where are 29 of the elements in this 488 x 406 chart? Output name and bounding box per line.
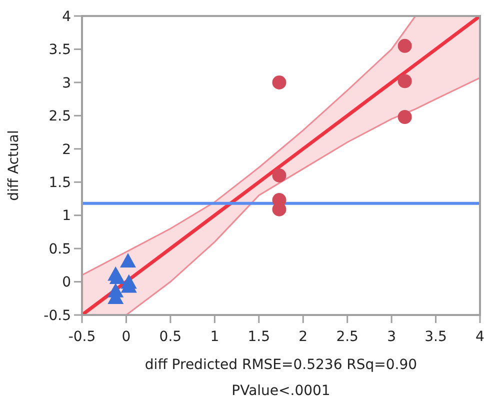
y-tick-label: 1 <box>62 208 71 224</box>
y-axis-title: diff Actual <box>6 130 22 201</box>
y-tick-label: 0.5 <box>48 241 71 258</box>
y-tick-label: 2 <box>62 142 71 158</box>
x-tick-label: 2.5 <box>336 329 358 345</box>
x-tick-label: 3.5 <box>424 329 447 345</box>
x-axis-title: diff Predicted RMSE=0.5236 RSq=0.90 <box>144 357 418 373</box>
y-tick-label: 3.5 <box>48 42 71 58</box>
point <box>398 38 412 53</box>
point <box>272 75 286 90</box>
x-tick-label: 3 <box>387 329 396 345</box>
point <box>398 74 412 88</box>
y-tick-label: 0 <box>62 274 71 291</box>
x-tick-label: 2 <box>298 329 308 345</box>
point <box>272 168 286 182</box>
x-tick-label: 1 <box>210 329 220 345</box>
text: PValue<.0001 <box>232 383 330 399</box>
x-tick-label: 1.5 <box>248 329 270 345</box>
y-tick-label: 4 <box>62 8 72 25</box>
x-tick-label: 0.5 <box>159 329 182 345</box>
point <box>398 110 412 124</box>
point <box>109 270 126 284</box>
y-tick-label: 1.5 <box>48 175 71 192</box>
point <box>120 253 136 268</box>
y-tick-label: 3 <box>62 75 71 92</box>
y-tick-label: -0.5 <box>44 308 71 324</box>
x-tick-label: 4 <box>476 329 485 345</box>
y-tick-label: 2.5 <box>48 108 71 125</box>
x-tick-label: 0 <box>122 329 131 345</box>
